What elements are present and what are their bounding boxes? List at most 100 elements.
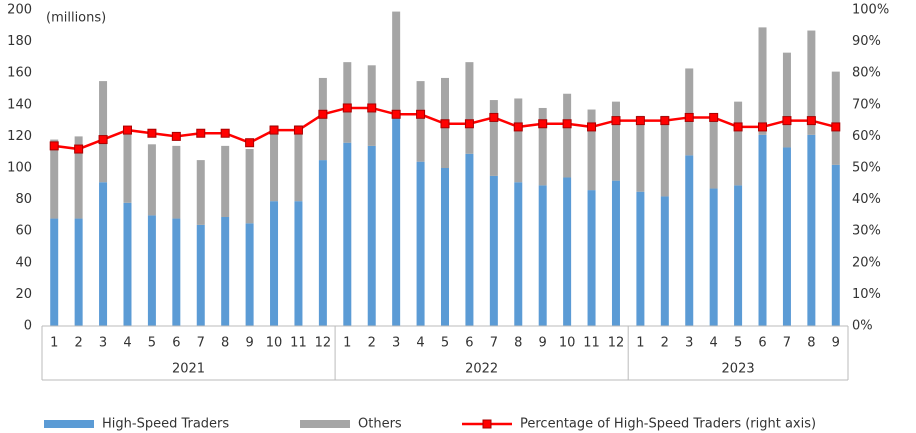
line-marker bbox=[293, 125, 303, 135]
x-tick-label: 1 bbox=[50, 336, 58, 351]
bar bbox=[465, 62, 474, 154]
y-tick-label: 40 bbox=[15, 255, 32, 270]
year-label: 2023 bbox=[722, 362, 755, 377]
x-tick-label: 10 bbox=[559, 336, 576, 351]
line-marker bbox=[464, 119, 474, 129]
x-tick-label: 1 bbox=[343, 336, 351, 351]
line-marker bbox=[782, 116, 792, 126]
line-marker bbox=[245, 138, 255, 148]
bar bbox=[636, 191, 645, 326]
x-tick-label: 7 bbox=[197, 336, 205, 351]
y2-tick-label: 60% bbox=[852, 129, 881, 144]
line-marker bbox=[538, 119, 548, 129]
bar bbox=[636, 115, 645, 192]
bar bbox=[74, 218, 83, 326]
line-marker bbox=[122, 125, 132, 135]
y2-tick-label: 80% bbox=[852, 66, 881, 81]
bar bbox=[660, 196, 669, 326]
x-tick-label: 9 bbox=[539, 336, 547, 351]
x-tick-label: 5 bbox=[734, 336, 742, 351]
x-tick-label: 7 bbox=[490, 336, 498, 351]
x-tick-label: 3 bbox=[685, 336, 693, 351]
y-tick-label: 60 bbox=[15, 224, 32, 239]
bar bbox=[318, 160, 327, 326]
bar bbox=[758, 27, 767, 135]
bar bbox=[196, 224, 205, 326]
line-marker bbox=[831, 122, 841, 132]
bar bbox=[74, 136, 83, 219]
bar bbox=[147, 215, 156, 326]
line-marker bbox=[147, 128, 157, 138]
bar bbox=[416, 161, 425, 326]
bar bbox=[123, 126, 132, 203]
x-tick-label: 2 bbox=[368, 336, 376, 351]
bar bbox=[367, 145, 376, 326]
line-marker bbox=[440, 119, 450, 129]
y2-tick-label: 100% bbox=[852, 3, 889, 18]
bar bbox=[709, 114, 718, 189]
y2-tick-label: 0% bbox=[852, 319, 873, 334]
y2-tick-label: 50% bbox=[852, 161, 881, 176]
legend-label: High-Speed Traders bbox=[102, 417, 229, 432]
year-label: 2022 bbox=[465, 362, 498, 377]
line-marker bbox=[269, 125, 279, 135]
bar bbox=[270, 125, 279, 202]
y2-tick-label: 20% bbox=[852, 255, 881, 270]
line-marker bbox=[513, 122, 523, 132]
line-marker bbox=[367, 103, 377, 113]
bar bbox=[660, 115, 669, 197]
x-tick-label: 6 bbox=[758, 336, 766, 351]
x-tick-label: 9 bbox=[245, 336, 253, 351]
bar bbox=[611, 180, 620, 326]
unit-label: (millions) bbox=[46, 11, 106, 26]
x-tick-label: 8 bbox=[807, 336, 815, 351]
line-marker bbox=[709, 112, 719, 122]
legend-swatch bbox=[300, 420, 350, 428]
y2-tick-label: 10% bbox=[852, 287, 881, 302]
x-tick-label: 4 bbox=[710, 336, 718, 351]
line-marker bbox=[196, 128, 206, 138]
bar bbox=[172, 218, 181, 326]
line-marker bbox=[98, 135, 108, 145]
x-tick-label: 1 bbox=[636, 336, 644, 351]
x-tick-label: 5 bbox=[441, 336, 449, 351]
x-tick-label: 10 bbox=[266, 336, 283, 351]
x-tick-label: 2 bbox=[661, 336, 669, 351]
y-tick-label: 80 bbox=[15, 192, 32, 207]
bar bbox=[831, 164, 840, 326]
line-marker bbox=[562, 119, 572, 129]
line-marker bbox=[342, 103, 352, 113]
y-tick-label: 100 bbox=[7, 161, 32, 176]
line-marker bbox=[489, 112, 499, 122]
legend-swatch bbox=[44, 420, 94, 428]
bar bbox=[563, 177, 572, 326]
y2-tick-label: 90% bbox=[852, 34, 881, 49]
y-tick-label: 140 bbox=[7, 97, 32, 112]
y2-tick-label: 70% bbox=[852, 97, 881, 112]
bar bbox=[99, 81, 108, 183]
x-tick-label: 12 bbox=[315, 336, 332, 351]
line-marker bbox=[587, 122, 597, 132]
line-marker bbox=[171, 131, 181, 141]
x-tick-label: 8 bbox=[221, 336, 229, 351]
bar bbox=[221, 216, 230, 326]
bar bbox=[587, 190, 596, 326]
line-marker bbox=[220, 128, 230, 138]
x-tick-label: 11 bbox=[583, 336, 600, 351]
x-tick-label: 5 bbox=[148, 336, 156, 351]
bar bbox=[709, 188, 718, 326]
bar bbox=[831, 71, 840, 165]
year-label: 2021 bbox=[172, 362, 205, 377]
legend-label: Percentage of High-Speed Traders (right … bbox=[520, 417, 816, 432]
line-marker bbox=[74, 144, 84, 154]
line-marker bbox=[318, 109, 328, 119]
bar bbox=[489, 175, 498, 326]
bar bbox=[441, 168, 449, 326]
line-marker bbox=[416, 109, 426, 119]
line-marker bbox=[635, 116, 645, 126]
bar bbox=[538, 185, 547, 326]
bar bbox=[489, 100, 498, 176]
y2-tick-label: 40% bbox=[852, 192, 881, 207]
line-marker bbox=[391, 109, 401, 119]
